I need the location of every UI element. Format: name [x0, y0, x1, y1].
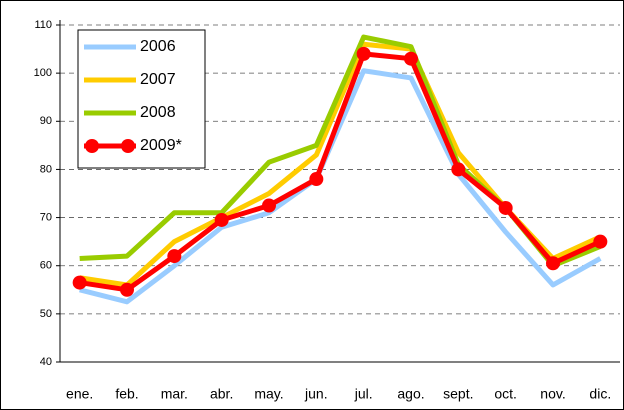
y-tick-label: 40 — [40, 356, 52, 368]
legend-label: 2006 — [140, 38, 176, 55]
y-tick-label: 80 — [40, 163, 52, 175]
legend-label: 2008 — [140, 104, 176, 121]
x-tick-label: ago. — [397, 386, 424, 402]
point-marker — [72, 275, 87, 290]
legend-marker — [85, 139, 99, 153]
y-tick-label: 60 — [40, 260, 52, 272]
y-tick-label: 90 — [40, 115, 52, 127]
x-tick-label: nov. — [540, 386, 565, 402]
series-line — [79, 51, 602, 293]
point-marker — [167, 249, 182, 264]
point-marker — [120, 282, 134, 297]
point-marker — [498, 200, 513, 215]
x-tick-label: feb. — [115, 386, 138, 402]
x-tick-label: mar. — [161, 386, 188, 402]
x-tick-label: may. — [254, 386, 283, 402]
legend-marker — [121, 139, 135, 153]
legend-label: 2009* — [140, 137, 182, 154]
point-marker — [404, 51, 418, 66]
y-tick-label: 110 — [34, 19, 52, 31]
x-tick-label: jul. — [354, 386, 373, 402]
point-marker — [593, 234, 608, 249]
x-tick-label: oct. — [494, 386, 517, 402]
series-line — [79, 68, 602, 305]
point-marker — [214, 212, 229, 227]
point-marker — [262, 198, 276, 213]
y-tick-label: 100 — [34, 67, 52, 79]
legend-label: 2007 — [140, 71, 176, 88]
x-tick-label: ene. — [66, 386, 93, 402]
x-tick-label: dic. — [589, 386, 611, 402]
x-tick-label: abr. — [210, 386, 233, 402]
point-marker — [451, 162, 466, 177]
x-tick-label: jun. — [304, 386, 328, 402]
point-marker — [546, 256, 560, 271]
point-marker — [356, 46, 371, 61]
y-tick-label: 70 — [40, 211, 52, 223]
point-marker — [309, 172, 324, 187]
y-tick-label: 50 — [40, 308, 52, 320]
x-tick-label: sept. — [443, 386, 473, 402]
